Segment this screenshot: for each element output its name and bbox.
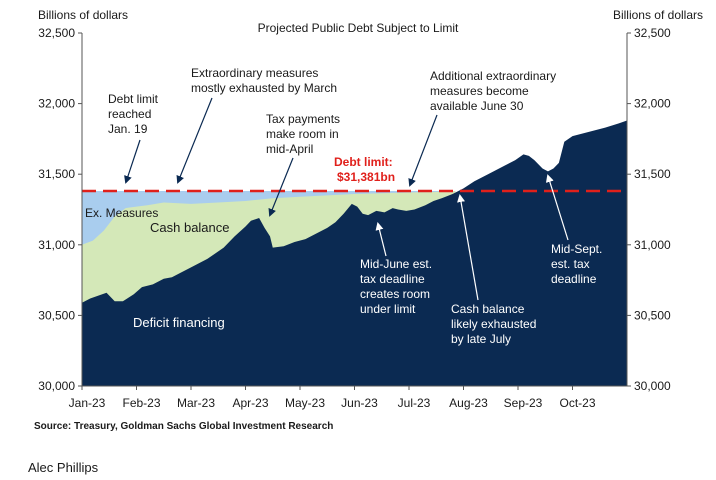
svg-text:by late July: by late July: [451, 332, 511, 346]
svg-text:reached: reached: [108, 107, 151, 121]
svg-text:Extraordinary measures: Extraordinary measures: [191, 66, 318, 80]
svg-text:under limit: under limit: [360, 302, 416, 316]
y-tick-label-left: 32,000: [38, 97, 75, 111]
svg-text:Debt limit: Debt limit: [108, 92, 159, 106]
arrow-mid-sept: [545, 174, 569, 241]
svg-text:make room in: make room in: [266, 127, 339, 141]
author-name: Alec Phillips: [28, 460, 99, 475]
y-tick-label-left: 30,000: [38, 379, 75, 393]
arrow-mid-june: [375, 222, 387, 257]
svg-text:mid-April: mid-April: [266, 142, 313, 156]
svg-text:creates room: creates room: [360, 287, 430, 301]
y-axis-right: 30,000 30,500 31,000 31,500 32,000 32,500: [627, 26, 671, 393]
annotation-additional: Additional extraordinary measures become…: [430, 69, 556, 113]
x-tick-label: May-23: [285, 396, 325, 410]
annotation-tax-payments: Tax payments make room in mid-April: [266, 112, 340, 156]
arrow-cash-exhausted: [457, 194, 479, 301]
y-tick-label-right: 30,000: [634, 379, 671, 393]
x-tick-label: Jan-23: [69, 396, 106, 410]
svg-text:Mid-June est.: Mid-June est.: [360, 257, 432, 271]
deficit-financing-area: [82, 120, 627, 386]
annotation-extraordinary: Extraordinary measures mostly exhausted …: [191, 66, 337, 95]
label-deficit: Deficit financing: [133, 315, 225, 330]
svg-text:Jan. 19: Jan. 19: [108, 122, 148, 136]
x-tick-label: Feb-23: [122, 396, 160, 410]
svg-text:tax deadline: tax deadline: [360, 272, 425, 286]
svg-text:measures become: measures become: [430, 84, 529, 98]
y-tick-label-right: 32,500: [634, 26, 671, 40]
y-tick-label-left: 30,500: [38, 308, 75, 322]
x-tick-label: Sep-23: [504, 396, 543, 410]
y-tick-label-right: 31,000: [634, 238, 671, 252]
x-tick-label: Apr-23: [232, 396, 268, 410]
y-tick-label-left: 32,500: [38, 26, 75, 40]
x-tick-label: Jul-23: [398, 396, 431, 410]
x-tick-label: Mar-23: [177, 396, 215, 410]
x-tick-label: Oct-23: [559, 396, 595, 410]
annotation-mid-sept: Mid-Sept. est. tax deadline: [551, 242, 602, 286]
svg-text:likely exhausted: likely exhausted: [451, 317, 536, 331]
annotation-mid-june: Mid-June est. tax deadline creates room …: [360, 257, 432, 316]
svg-text:Mid-Sept.: Mid-Sept.: [551, 242, 602, 256]
x-tick-label: Aug-23: [449, 396, 488, 410]
svg-text:est. tax: est. tax: [551, 257, 590, 271]
x-axis: Jan-23 Feb-23 Mar-23 Apr-23 May-23 Jun-23 Jul-…: [69, 386, 596, 410]
source-note: Source: Treasury, Goldman Sachs Global I…: [34, 421, 334, 432]
label-cash: Cash balance: [150, 220, 230, 235]
svg-text:mostly exhausted by March: mostly exhausted by March: [191, 81, 337, 95]
svg-text:Tax payments: Tax payments: [266, 112, 340, 126]
svg-text:Additional extraordinary: Additional extraordinary: [430, 69, 556, 83]
arrow-debt-limit-reached: [124, 139, 141, 184]
y-tick-label-right: 32,000: [634, 97, 671, 111]
y-axis-title-right: Billions of dollars: [613, 8, 703, 22]
chart-title: Projected Public Debt Subject to Limit: [258, 21, 459, 35]
y-tick-label-left: 31,000: [38, 238, 75, 252]
y-tick-label-left: 31,500: [38, 167, 75, 181]
y-axis-title-left: Billions of dollars: [38, 8, 128, 22]
debt-limit-label-2: $31,381bn: [337, 170, 395, 184]
debt-limit-label-1: Debt limit:: [334, 155, 393, 169]
y-tick-label-right: 30,500: [634, 308, 671, 322]
arrow-additional: [408, 114, 438, 187]
svg-text:Cash balance: Cash balance: [451, 302, 525, 316]
svg-text:available June 30: available June 30: [430, 99, 524, 113]
y-tick-label-right: 31,500: [634, 167, 671, 181]
annotation-debt-limit-reached: Debt limit reached Jan. 19: [108, 92, 159, 136]
debt-chart: 30,000 30,500 31,000 31,500 32,000 32,500 30,…: [38, 8, 703, 410]
svg-text:deadline: deadline: [551, 272, 597, 286]
annotation-cash-exhausted: Cash balance likely exhausted by late Ju…: [451, 302, 536, 346]
arrow-extraordinary: [176, 97, 213, 184]
y-axis-left: 30,000 30,500 31,000 31,500 32,000 32,500: [38, 26, 82, 393]
arrow-tax-payments: [268, 157, 294, 217]
x-tick-label: Jun-23: [341, 396, 378, 410]
label-measures: Ex. Measures: [85, 206, 158, 220]
